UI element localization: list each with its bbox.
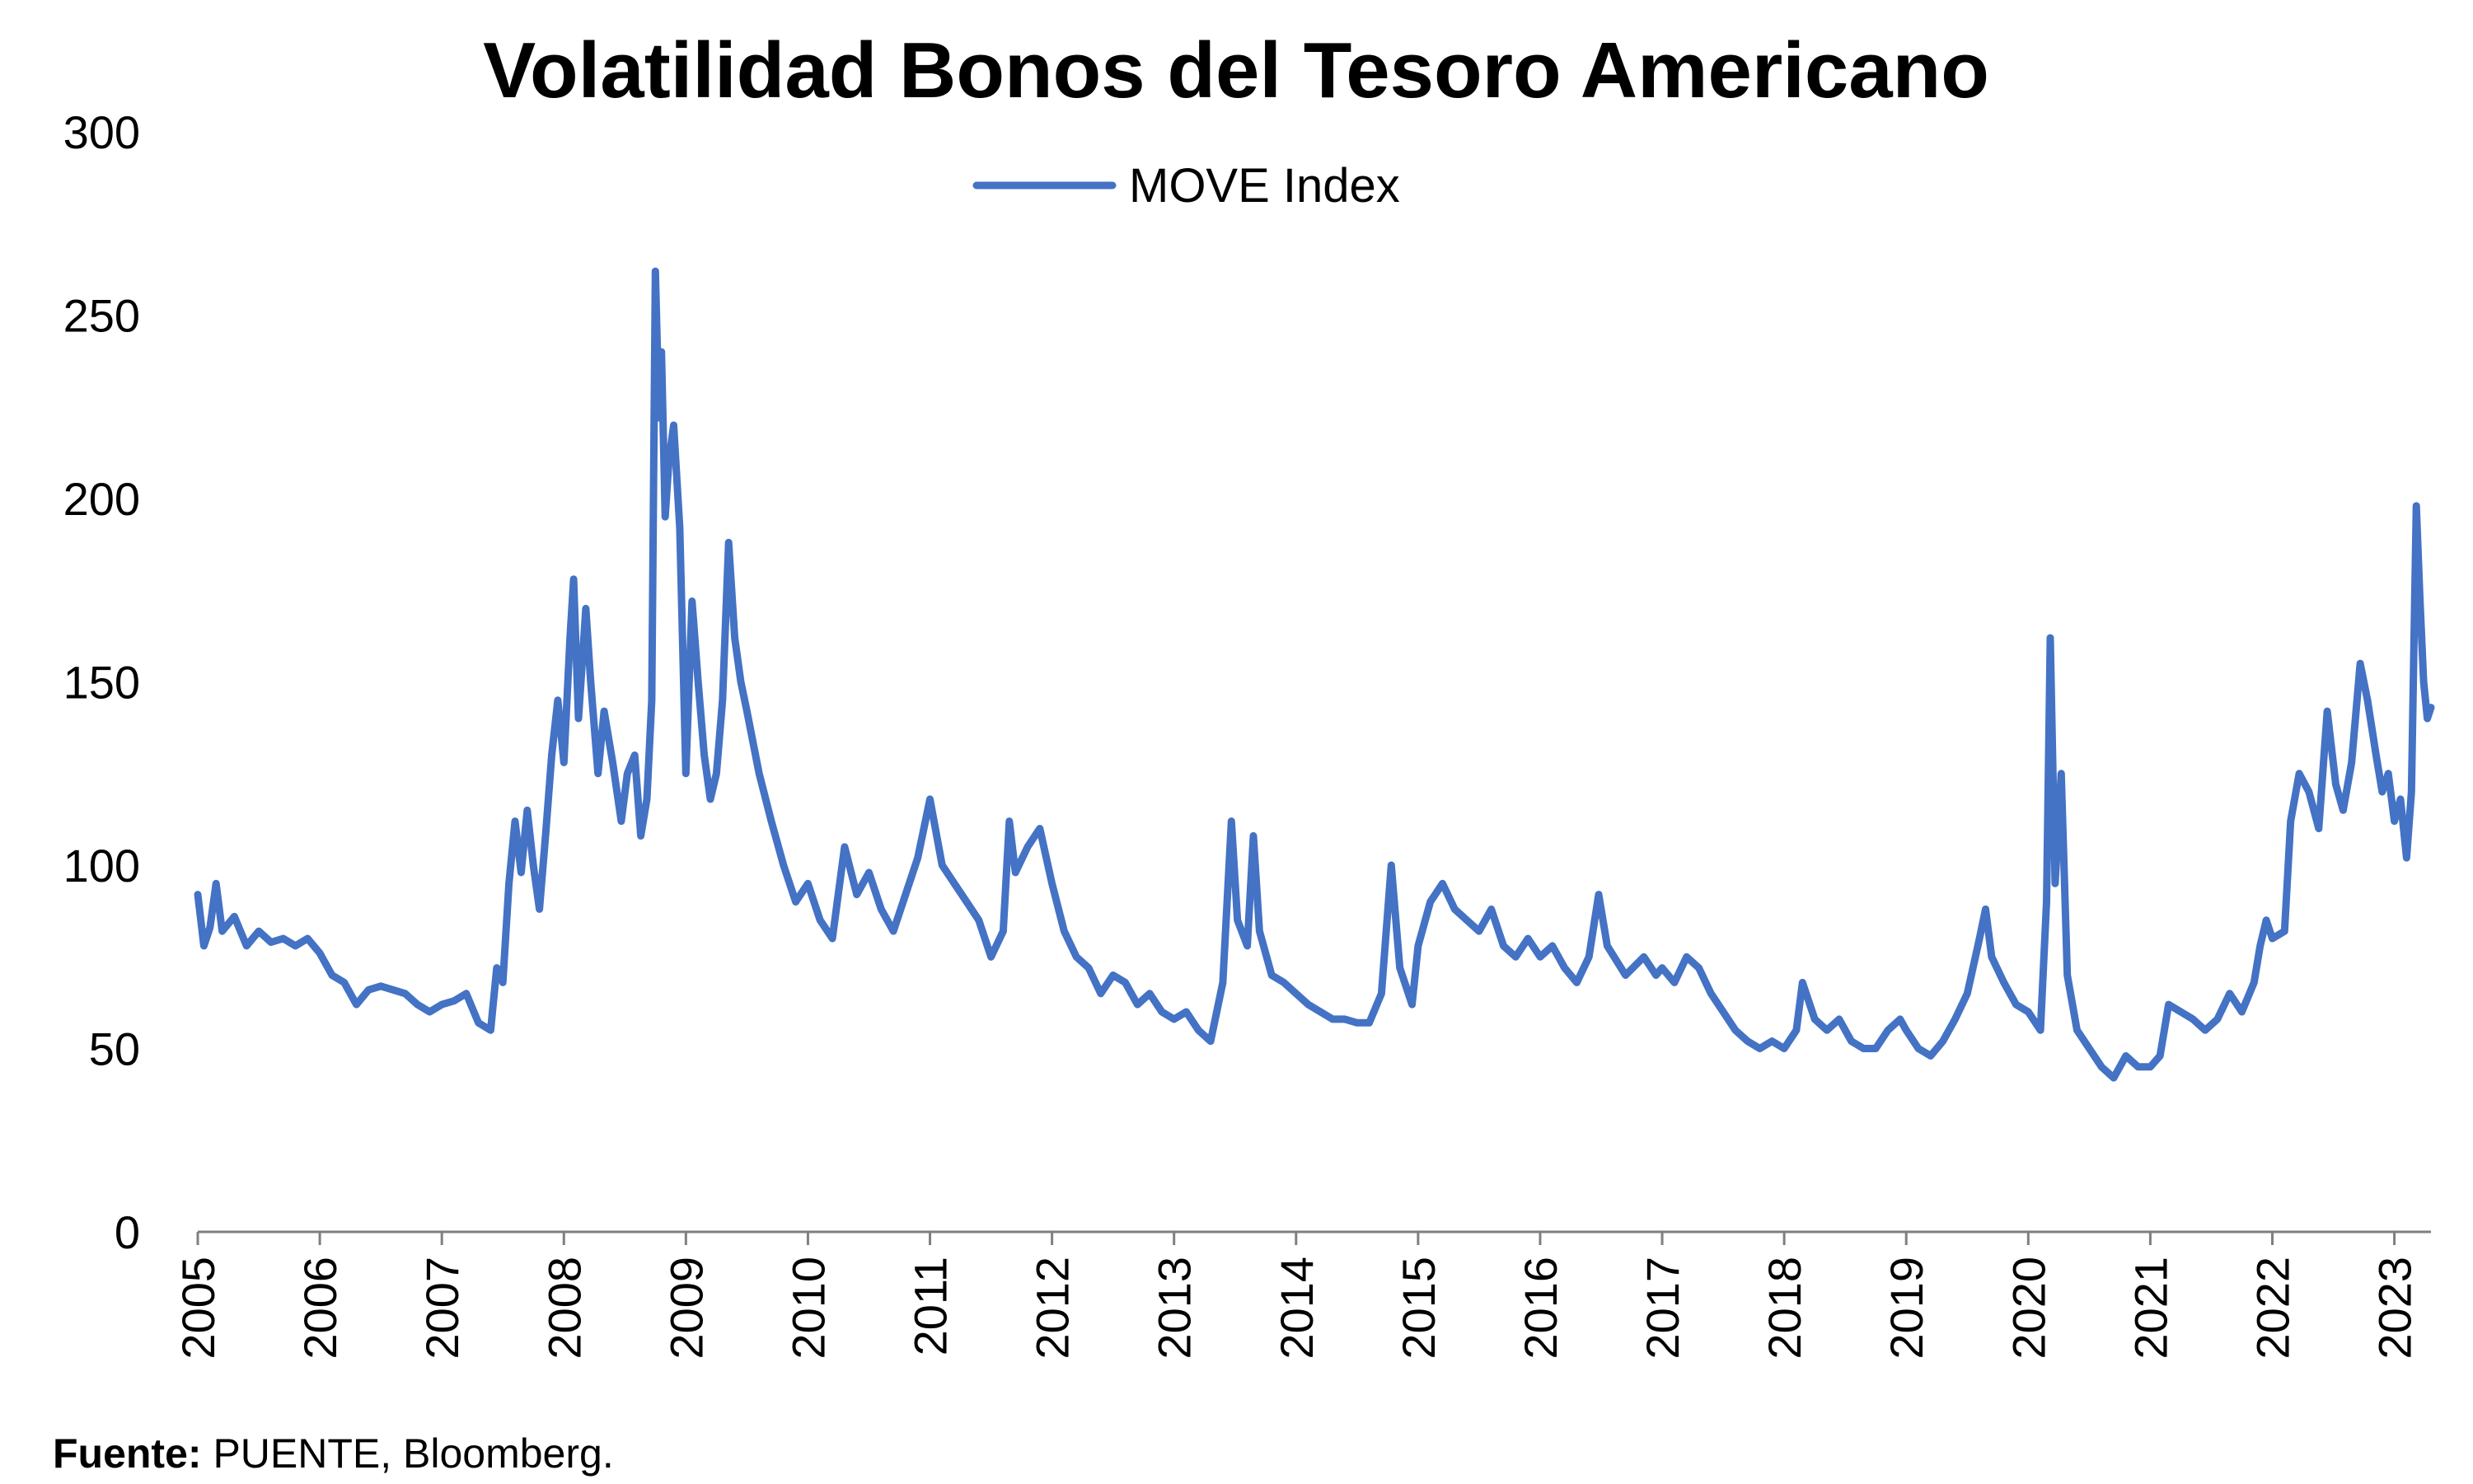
x-tick-label: 2023 xyxy=(2369,1257,2421,1360)
y-tick-label: 150 xyxy=(63,657,140,709)
x-tick-label: 2013 xyxy=(1149,1257,1201,1360)
x-tick-label: 2007 xyxy=(416,1257,468,1360)
x-tick-label: 2017 xyxy=(1637,1257,1688,1360)
y-tick-label: 100 xyxy=(63,840,140,892)
y-tick-label: 300 xyxy=(63,106,140,158)
x-tick-label: 2014 xyxy=(1271,1257,1323,1360)
y-tick-label: 200 xyxy=(63,473,140,525)
x-tick-label: 2020 xyxy=(2002,1257,2054,1360)
legend: MOVE Index xyxy=(972,159,1400,213)
chart-title: Volatilidad Bonos del Tesoro Americano xyxy=(483,26,1989,115)
y-tick-label: 250 xyxy=(63,290,140,342)
source-note: Fuente: PUENTE, Bloomberg. xyxy=(53,1430,614,1477)
y-tick-label: 0 xyxy=(115,1206,140,1258)
x-tick-label: 2008 xyxy=(538,1257,590,1360)
x-tick-label: 2016 xyxy=(1515,1257,1567,1360)
x-tick-label: 2012 xyxy=(1027,1257,1079,1360)
x-tick-label: 2021 xyxy=(2124,1257,2176,1360)
source-text: PUENTE, Bloomberg. xyxy=(201,1430,614,1477)
source-label: Fuente: xyxy=(53,1430,202,1477)
x-tick-label: 2006 xyxy=(294,1257,346,1360)
x-tick-label: 2010 xyxy=(782,1257,834,1360)
x-tick-label: 2009 xyxy=(660,1257,712,1360)
legend-label-move-index: MOVE Index xyxy=(1129,159,1400,213)
x-tick-label: 2018 xyxy=(1759,1257,1810,1360)
x-axis: 2005 2006 2007 2008 2009 2010 2011 2012 2013 2014… xyxy=(172,1230,2431,1360)
x-tick-label: 2019 xyxy=(1881,1257,1932,1360)
x-tick-label: 2022 xyxy=(2246,1257,2298,1360)
x-tick-label: 2005 xyxy=(172,1257,224,1360)
series-group xyxy=(194,267,2435,1082)
y-axis: 0 50 100 150 200 250 300 xyxy=(63,106,140,1258)
series-line-move-index xyxy=(194,267,2435,1082)
x-tick-label: 2015 xyxy=(1393,1257,1445,1360)
x-tick-label: 2011 xyxy=(905,1257,957,1355)
y-tick-label: 50 xyxy=(89,1023,140,1075)
